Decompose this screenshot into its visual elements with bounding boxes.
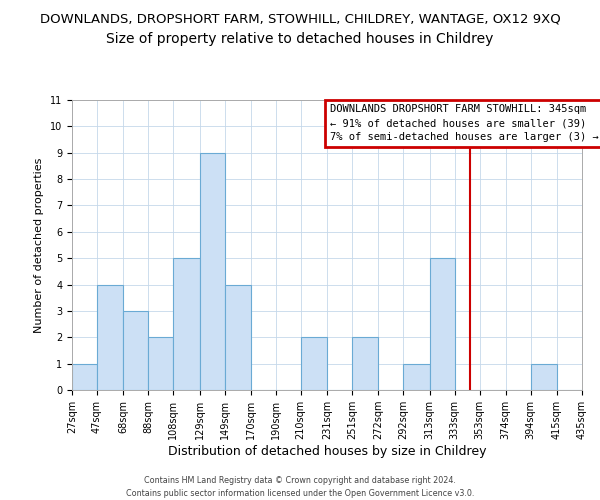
- Y-axis label: Number of detached properties: Number of detached properties: [34, 158, 44, 332]
- Text: DOWNLANDS DROPSHORT FARM STOWHILL: 345sqm
← 91% of detached houses are smaller (: DOWNLANDS DROPSHORT FARM STOWHILL: 345sq…: [329, 104, 598, 142]
- Bar: [352, 338, 378, 390]
- Bar: [173, 258, 199, 390]
- Bar: [430, 258, 455, 390]
- Text: DOWNLANDS, DROPSHORT FARM, STOWHILL, CHILDREY, WANTAGE, OX12 9XQ: DOWNLANDS, DROPSHORT FARM, STOWHILL, CHI…: [40, 12, 560, 26]
- Bar: [403, 364, 430, 390]
- Bar: [97, 284, 123, 390]
- Bar: [148, 338, 173, 390]
- Bar: [301, 338, 327, 390]
- X-axis label: Distribution of detached houses by size in Childrey: Distribution of detached houses by size …: [168, 445, 486, 458]
- Bar: [123, 311, 148, 390]
- Bar: [224, 284, 251, 390]
- Text: Contains HM Land Registry data © Crown copyright and database right 2024.
Contai: Contains HM Land Registry data © Crown c…: [126, 476, 474, 498]
- Bar: [531, 364, 557, 390]
- Bar: [199, 152, 224, 390]
- Text: Size of property relative to detached houses in Childrey: Size of property relative to detached ho…: [106, 32, 494, 46]
- Bar: [72, 364, 97, 390]
